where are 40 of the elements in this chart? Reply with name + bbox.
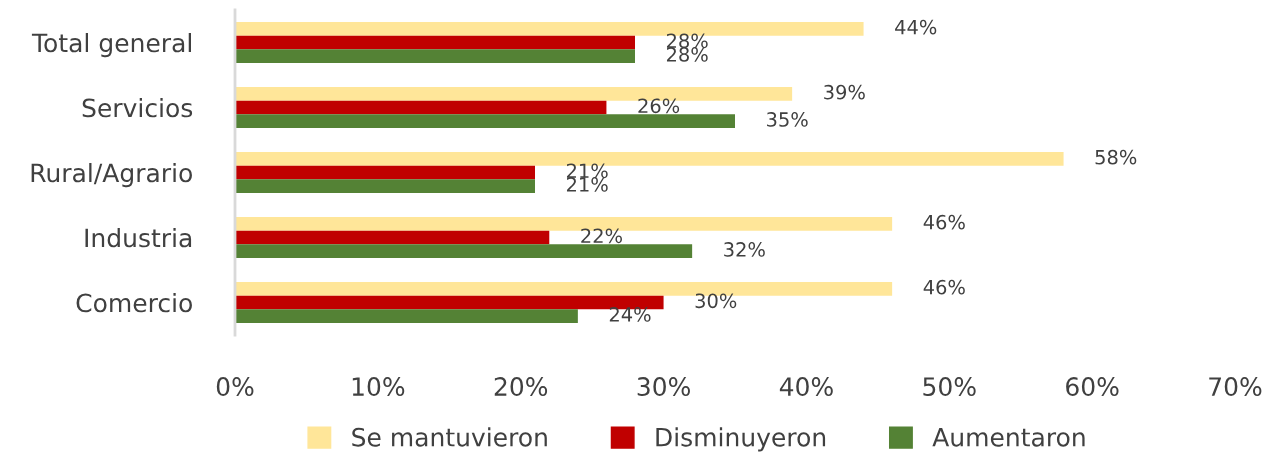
data-label: 46% xyxy=(923,279,965,295)
bar xyxy=(235,49,635,63)
data-label: 21% xyxy=(566,177,608,192)
bar xyxy=(235,114,735,128)
x-tick-label: 20% xyxy=(494,377,548,397)
bar xyxy=(235,230,550,245)
bar xyxy=(235,179,535,193)
data-label: 26% xyxy=(638,98,680,114)
bar xyxy=(235,100,607,115)
bar xyxy=(235,309,578,323)
y-tick-label: Industria xyxy=(85,228,192,248)
data-label: 58% xyxy=(1095,149,1137,165)
data-label: 35% xyxy=(767,112,808,127)
legend-label: Se mantuvieron xyxy=(352,427,547,447)
y-tick-label: Servicios xyxy=(82,98,193,118)
data-label: 39% xyxy=(824,84,865,100)
y-tick-label: Total general xyxy=(31,33,191,58)
data-label: 46% xyxy=(923,214,965,230)
legend-label: Aumentaron xyxy=(932,428,1085,447)
data-label: 28% xyxy=(666,33,708,49)
data-label: 21% xyxy=(566,163,608,179)
x-tick-label: 60% xyxy=(1066,377,1119,397)
data-label: 44% xyxy=(895,19,937,35)
x-tick-label: 50% xyxy=(923,377,976,397)
y-tick-label: Rural/Agrario xyxy=(31,163,192,188)
bar xyxy=(235,244,693,258)
bar xyxy=(235,35,635,50)
y-tick-label: Comercio xyxy=(76,293,192,313)
data-label: 28% xyxy=(666,47,708,62)
x-tick-label: 10% xyxy=(352,377,405,397)
x-tick-label: 40% xyxy=(779,377,833,397)
data-label: 30% xyxy=(695,293,737,309)
bar xyxy=(235,165,535,180)
data-label: 22% xyxy=(581,228,622,244)
legend-label: Disminuyeron xyxy=(656,427,826,452)
x-tick-label: 30% xyxy=(637,377,690,397)
x-tick-label: 70% xyxy=(1209,377,1262,397)
x-tick-label: 0% xyxy=(216,377,254,397)
data-label: 32% xyxy=(724,242,765,257)
data-label: 24% xyxy=(609,307,651,322)
